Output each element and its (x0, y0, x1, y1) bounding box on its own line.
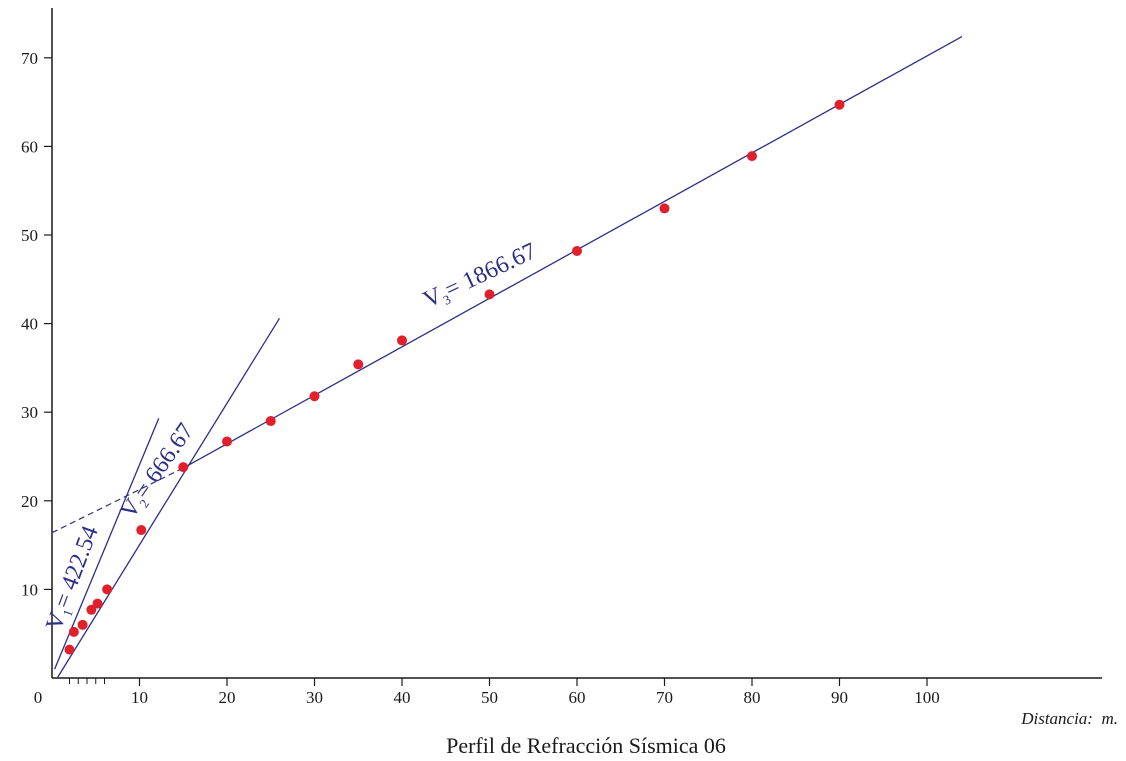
data-point (77, 619, 88, 630)
data-point (747, 151, 757, 162)
x-tick-label: 50 (481, 688, 498, 707)
data-point (265, 416, 276, 427)
y-tick-label: 20 (21, 492, 38, 511)
y-tick-label: 30 (21, 403, 38, 422)
y-tick-label: 10 (21, 580, 38, 599)
x-tick-label: 20 (219, 688, 236, 707)
data-point (136, 525, 147, 536)
x-tick-label: 70 (656, 688, 673, 707)
x-tick-label: 90 (831, 688, 848, 707)
data-point (68, 626, 79, 637)
data-point (64, 644, 75, 655)
intercept-extension-line (51, 467, 184, 534)
data-point (102, 584, 113, 595)
data-point (178, 462, 189, 473)
x-tick-label: 10 (131, 688, 148, 707)
data-point (572, 245, 582, 256)
data-point (659, 203, 670, 214)
x-tick-label: 0 (34, 688, 43, 707)
data-points (64, 99, 845, 655)
y-tick-label: 70 (21, 49, 38, 68)
data-point (309, 391, 320, 402)
chart-title: Perfil de Refracción Sísmica 06 (446, 733, 726, 758)
velocity-label-v2: V2= 666.67 (116, 419, 201, 525)
x-tick-label: 40 (394, 688, 411, 707)
y-tick-label: 40 (21, 315, 38, 334)
velocity-label-v1: V1= 422.54 (41, 522, 105, 634)
y-tick-label: 50 (21, 226, 38, 245)
x-tick-label: 30 (306, 688, 323, 707)
data-point (397, 335, 407, 346)
x-tick-label: 80 (744, 688, 761, 707)
data-point (353, 359, 364, 370)
x-axis-label: Distancia: m. (1020, 709, 1118, 728)
fit-lines (51, 35, 963, 679)
x-tick-label: 100 (914, 688, 940, 707)
axes: 0 10 20 30 40 50 60 70 80 90 100 10 20 30 40 50 60 70 (21, 8, 1102, 707)
data-point (222, 436, 232, 447)
data-point (484, 289, 495, 300)
data-point (86, 604, 97, 615)
x-ticks: 0 10 20 30 40 50 60 70 80 90 100 (34, 678, 940, 707)
data-point (834, 99, 845, 110)
y-ticks: 10 20 30 40 50 60 70 (21, 49, 52, 599)
fit-line-v2 (56, 317, 281, 679)
data-point (92, 598, 103, 609)
y-tick-label: 60 (21, 137, 38, 156)
x-tick-label: 60 (569, 688, 586, 707)
